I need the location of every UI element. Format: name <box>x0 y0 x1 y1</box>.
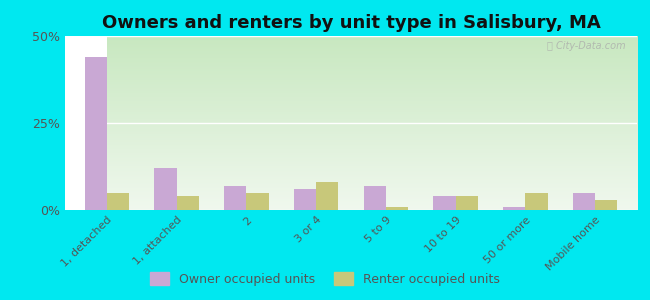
Text: ⓘ City-Data.com: ⓘ City-Data.com <box>547 41 625 51</box>
Bar <box>246 193 268 210</box>
Bar <box>434 196 456 210</box>
Bar <box>107 193 129 210</box>
Bar <box>386 206 408 210</box>
Legend: Owner occupied units, Renter occupied units: Owner occupied units, Renter occupied un… <box>146 267 504 291</box>
Bar <box>525 193 548 210</box>
Bar <box>595 200 617 210</box>
Bar <box>503 206 525 210</box>
Bar <box>294 189 316 210</box>
Bar <box>224 186 246 210</box>
Bar <box>316 182 339 210</box>
Bar <box>573 193 595 210</box>
Bar <box>154 168 177 210</box>
Bar <box>363 186 386 210</box>
Bar <box>84 57 107 210</box>
Title: Owners and renters by unit type in Salisbury, MA: Owners and renters by unit type in Salis… <box>101 14 601 32</box>
Bar <box>177 196 199 210</box>
Bar <box>456 196 478 210</box>
